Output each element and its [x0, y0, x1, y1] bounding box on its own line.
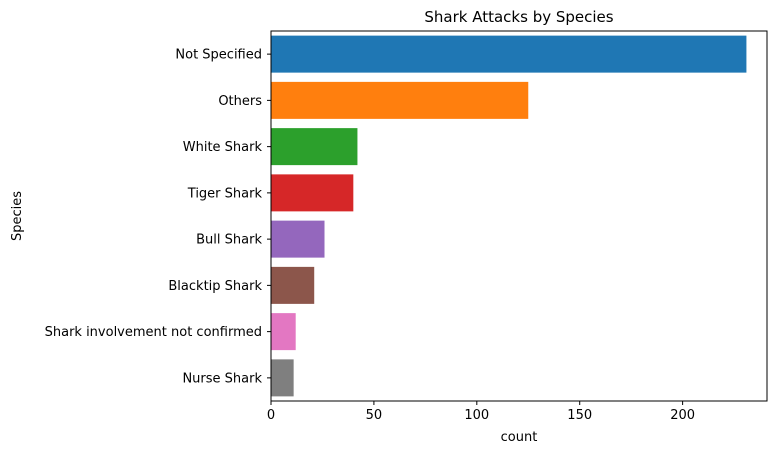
plot-area-frame	[270, 30, 768, 402]
bar-3	[271, 174, 354, 212]
chart-title: Shark Attacks by Species	[424, 8, 613, 26]
y-tick-label: Bull Shark	[196, 233, 262, 248]
x-tick-label: 200	[670, 408, 695, 423]
x-tick-label: 50	[366, 408, 383, 423]
x-tick-group: 0 50 100 150 200	[267, 401, 695, 423]
y-axis-label: Species	[10, 191, 25, 241]
y-tick-label: Shark involvement not confirmed	[45, 325, 262, 340]
bar-2	[271, 128, 358, 166]
y-tick-label: Not Specified	[175, 48, 262, 63]
bar-7	[271, 359, 294, 397]
x-tick-label: 0	[267, 408, 275, 423]
bar-6	[271, 313, 296, 351]
bar-0	[271, 35, 747, 73]
bar-1	[271, 81, 529, 119]
y-tick-label: Tiger Shark	[187, 186, 263, 201]
bar-4	[271, 220, 325, 258]
y-tick-label: White Shark	[183, 140, 263, 155]
y-tick-label: Others	[218, 94, 262, 109]
y-tick-label: Nurse Shark	[182, 371, 262, 386]
y-tick-group: Not Specified Others White Shark Tiger Shar…	[45, 48, 271, 386]
y-tick-label: Blacktip Shark	[168, 279, 262, 294]
x-tick-label: 100	[464, 408, 489, 423]
bars-group	[271, 35, 747, 397]
x-tick-label: 150	[567, 408, 592, 423]
bar-5	[271, 266, 315, 304]
x-axis-label: count	[501, 430, 538, 445]
